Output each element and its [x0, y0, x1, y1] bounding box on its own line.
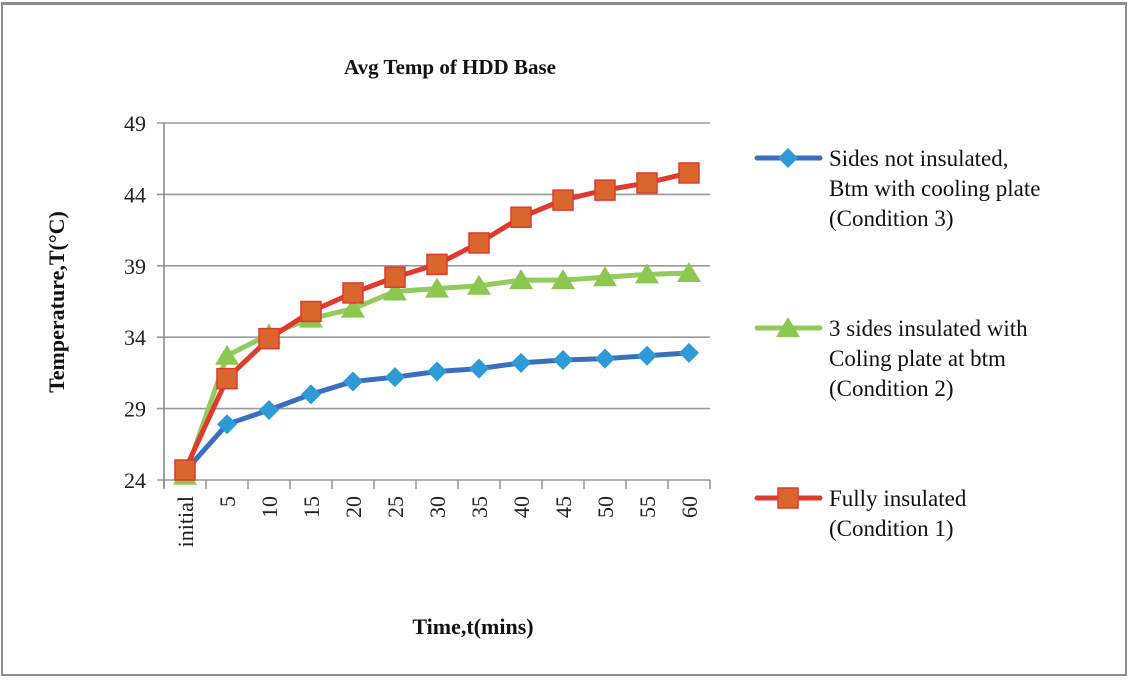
square-marker — [384, 266, 406, 288]
y-tick-label: 39 — [124, 254, 146, 279]
x-tick-label: 55 — [635, 496, 660, 518]
x-tick-label: 40 — [509, 496, 534, 518]
diamond-marker — [511, 352, 531, 373]
chart-title: Avg Temp of HDD Base — [344, 55, 556, 79]
y-tick-label: 44 — [124, 182, 146, 207]
diamond-marker — [778, 148, 798, 168]
x-tick-label: 5 — [215, 496, 240, 507]
diamond-marker — [259, 400, 279, 421]
legend-label: Fully insulated — [829, 486, 967, 511]
legend: Sides not insulated, Btm with cooling pla… — [754, 146, 1040, 541]
diamond-marker — [679, 342, 699, 363]
x-axis-title: Time,t(mins) — [412, 614, 533, 639]
x-tick-label: initial — [173, 496, 198, 547]
triangle-marker — [635, 263, 659, 284]
square-marker — [174, 459, 196, 481]
legend-label: (Condition 2) — [829, 376, 954, 401]
square-marker — [510, 206, 532, 228]
legend-label: Sides not insulated, — [829, 146, 1009, 171]
triangle-marker — [425, 277, 449, 298]
square-marker — [426, 253, 448, 276]
diamond-marker — [637, 345, 657, 366]
y-tick-label: 24 — [124, 468, 146, 493]
diamond-marker — [427, 361, 447, 382]
triangle-marker — [776, 317, 800, 337]
x-tick-label: 20 — [341, 496, 366, 518]
diamond-marker — [469, 358, 489, 379]
diamond-marker — [301, 384, 321, 405]
square-marker — [594, 179, 616, 201]
x-tick-label: 15 — [299, 496, 324, 518]
x-tick-label: 60 — [677, 496, 702, 518]
y-tick-label: 29 — [124, 397, 146, 422]
y-axis-title: Temperature,T(°C) — [44, 211, 69, 393]
legend-label: Coling plate at btm — [829, 346, 1006, 371]
diamond-marker — [553, 350, 573, 371]
y-axis-ticks: 24 29 34 39 44 49 — [124, 111, 146, 493]
x-tick-label: 10 — [257, 496, 282, 518]
triangle-marker — [677, 261, 701, 282]
triangle-marker — [341, 297, 365, 318]
triangle-marker — [509, 269, 533, 290]
square-marker — [552, 189, 574, 211]
square-marker — [342, 282, 364, 304]
square-marker — [216, 367, 238, 390]
diamond-marker — [343, 371, 363, 392]
legend-label: 3 sides insulated with — [829, 316, 1028, 341]
x-tick-label: 35 — [467, 496, 492, 518]
legend-item: Fully insulated (Condition 1) — [754, 486, 967, 541]
legend-item: 3 sides insulated with Coling plate at bt… — [754, 316, 1028, 401]
legend-item: Sides not insulated, Btm with cooling pla… — [754, 146, 1040, 231]
triangle-marker — [593, 266, 617, 287]
x-tick-label: 25 — [383, 496, 408, 518]
x-tick-label: 50 — [593, 496, 618, 518]
triangle-marker — [467, 274, 491, 295]
gridlines — [157, 122, 710, 481]
legend-label: (Condition 3) — [829, 206, 954, 231]
series-diamond — [175, 342, 699, 482]
square-marker — [300, 300, 322, 323]
triangle-marker — [383, 280, 407, 301]
legend-label: (Condition 1) — [829, 516, 954, 541]
axes — [163, 123, 711, 489]
diamond-marker — [595, 348, 615, 369]
series-square — [174, 162, 700, 481]
x-tick-label: 30 — [425, 496, 450, 518]
diamond-marker — [217, 414, 237, 435]
legend-label: Btm with cooling plate — [829, 176, 1040, 201]
square-marker — [258, 327, 280, 350]
series-line — [182, 170, 690, 472]
square-marker — [636, 172, 658, 194]
y-tick-label: 34 — [124, 325, 146, 350]
triangle-marker — [551, 269, 575, 290]
square-marker — [777, 487, 799, 509]
data-series — [173, 162, 701, 485]
diamond-marker — [385, 367, 405, 388]
square-marker — [468, 232, 490, 254]
triangle-marker — [215, 344, 239, 365]
x-axis-ticks: initial 5 10 15 20 25 30 35 40 45 50 55 60 — [173, 496, 702, 547]
y-tick-label: 49 — [124, 111, 146, 136]
square-marker — [678, 162, 700, 184]
x-tick-label: 45 — [551, 496, 576, 518]
